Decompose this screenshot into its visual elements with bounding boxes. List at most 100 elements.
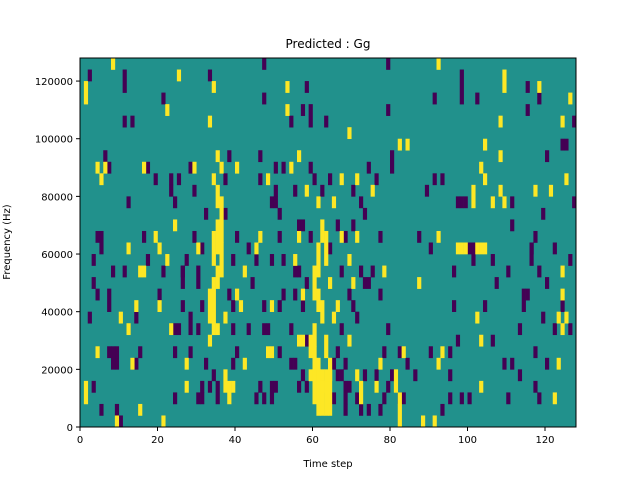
heatmap-cell-low bbox=[343, 380, 348, 405]
heatmap-cell-high bbox=[289, 161, 294, 174]
heatmap-cell-low bbox=[145, 161, 151, 174]
heatmap-cell-high bbox=[312, 346, 317, 405]
heatmap-cell-low bbox=[277, 346, 282, 359]
heatmap-cell-low bbox=[258, 150, 263, 163]
heatmap-cell-low bbox=[134, 311, 139, 324]
heatmap-cell-low bbox=[196, 323, 201, 336]
heatmap-cell-high bbox=[483, 173, 488, 186]
heatmap-cell-low bbox=[386, 104, 391, 116]
heatmap-cell-high bbox=[111, 58, 116, 70]
heatmap-cell-low bbox=[235, 230, 240, 243]
heatmap-cell-low bbox=[335, 346, 340, 359]
heatmap-cell-low bbox=[277, 207, 282, 220]
heatmap-cell-high bbox=[235, 288, 240, 301]
heatmap-cell-low bbox=[281, 254, 286, 266]
heatmap-cell-high bbox=[297, 150, 302, 163]
heatmap-cell-high bbox=[436, 357, 441, 370]
heatmap-cell-low bbox=[355, 392, 360, 405]
heatmap-cell-low bbox=[506, 392, 511, 405]
heatmap-cell-low bbox=[138, 346, 143, 359]
heatmap-cell-low bbox=[258, 380, 263, 393]
heatmap-cell-high bbox=[126, 242, 131, 255]
heatmap-cell-high bbox=[207, 115, 213, 128]
heatmap-cell-low bbox=[176, 323, 182, 336]
heatmap-cell-low bbox=[281, 288, 286, 301]
heatmap-cell-high bbox=[300, 334, 306, 347]
heatmap-cell-high bbox=[556, 357, 561, 370]
heatmap-cell-low bbox=[111, 265, 116, 278]
heatmap-cell-high bbox=[215, 265, 220, 289]
heatmap-cell-low bbox=[374, 369, 379, 382]
heatmap-cell-low bbox=[533, 346, 538, 359]
heatmap-cell-low bbox=[122, 69, 127, 93]
heatmap-cell-low bbox=[297, 265, 302, 278]
heatmap-cell-high bbox=[397, 392, 402, 405]
heatmap-cell-high bbox=[568, 92, 573, 105]
heatmap-cell-low bbox=[184, 254, 189, 266]
heatmap-cell-low bbox=[211, 369, 216, 382]
x-tick-label: 20 bbox=[151, 435, 164, 446]
x-tick-label: 120 bbox=[535, 435, 554, 446]
heatmap-cell-high bbox=[320, 380, 325, 393]
heatmap-cell-high bbox=[176, 69, 182, 82]
heatmap-cell-high bbox=[339, 173, 344, 186]
heatmap-cell-low bbox=[463, 196, 468, 209]
heatmap-cell-low bbox=[169, 173, 174, 186]
heatmap-cell-high bbox=[479, 161, 484, 174]
heatmap-cell-low bbox=[455, 196, 461, 209]
heatmap-cell-low bbox=[424, 184, 430, 197]
heatmap-cell-low bbox=[397, 346, 402, 359]
heatmap-cell-low bbox=[107, 346, 112, 359]
heatmap-cell-low bbox=[99, 230, 104, 255]
heatmap-cell-high bbox=[258, 230, 263, 243]
heatmap-cell-low bbox=[114, 346, 120, 359]
heatmap-cell-high bbox=[471, 184, 476, 209]
heatmap-cell-low bbox=[428, 242, 433, 255]
heatmap-cell-low bbox=[490, 334, 495, 347]
heatmap-cell-low bbox=[517, 369, 523, 382]
heatmap-cell-low bbox=[448, 392, 453, 405]
heatmap-cell-high bbox=[312, 265, 317, 301]
heatmap-cell-high bbox=[320, 300, 325, 324]
heatmap-cell-low bbox=[289, 357, 294, 370]
heatmap-cell-low bbox=[293, 288, 298, 301]
heatmap-cell-high bbox=[242, 265, 247, 278]
heatmap-cell-high bbox=[479, 242, 484, 255]
heatmap-cell-low bbox=[537, 92, 542, 105]
heatmap-cell-low bbox=[366, 403, 371, 416]
heatmap-cell-high bbox=[211, 81, 216, 93]
heatmap-cell-low bbox=[180, 300, 185, 312]
heatmap-cell-low bbox=[467, 242, 472, 255]
heatmap-cell-high bbox=[347, 254, 352, 266]
heatmap-cell-low bbox=[145, 254, 151, 266]
plot-frame bbox=[79, 57, 577, 428]
heatmap-cell-low bbox=[533, 230, 538, 243]
heatmap-cell-high bbox=[184, 357, 189, 370]
heatmap-cell-low bbox=[351, 184, 356, 197]
heatmap-cell-low bbox=[304, 277, 309, 289]
heatmap-cell-low bbox=[196, 265, 201, 289]
heatmap-cell-low bbox=[459, 196, 464, 209]
heatmap-cell-low bbox=[153, 173, 158, 186]
heatmap-cell-low bbox=[541, 207, 546, 220]
heatmap-cell-low bbox=[126, 196, 131, 209]
heatmap-cell-low bbox=[382, 346, 387, 359]
heatmap-cell-low bbox=[359, 265, 364, 278]
x-tick-label: 80 bbox=[384, 435, 397, 446]
heatmap-cell-low bbox=[382, 392, 387, 405]
heatmap-cell-low bbox=[359, 196, 364, 209]
heatmap-cell-low bbox=[188, 346, 193, 359]
heatmap-cell-high bbox=[304, 184, 309, 197]
heatmap-cell-high bbox=[328, 277, 333, 289]
heatmap-cell-high bbox=[393, 369, 399, 393]
heatmap-cell-low bbox=[374, 173, 379, 186]
heatmap-cell-low bbox=[293, 357, 298, 370]
heatmap-cell-low bbox=[223, 207, 228, 220]
heatmap-cell-low bbox=[475, 92, 480, 105]
heatmap-cell-low bbox=[517, 323, 523, 336]
heatmap-cell-low bbox=[176, 173, 182, 186]
heatmap-cell-low bbox=[490, 254, 495, 266]
heatmap-cell-high bbox=[142, 265, 147, 278]
heatmap-cell-low bbox=[293, 265, 298, 278]
heatmap-cell-high bbox=[432, 415, 437, 428]
